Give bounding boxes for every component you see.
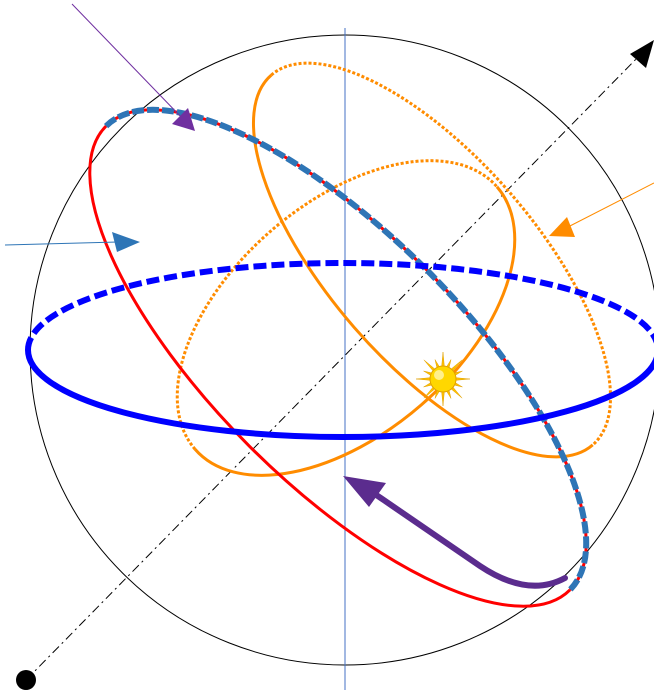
sun-ray — [441, 351, 445, 368]
orbit-b-near-arc — [251, 73, 594, 459]
axis-arrowhead-icon — [630, 40, 654, 68]
orbit-ellipse-a — [175, 159, 517, 477]
pointer-arrow-left — [112, 232, 140, 252]
sun-highlight — [434, 370, 444, 380]
sun-ray — [454, 377, 471, 381]
polar-axis-line — [25, 51, 644, 681]
sun-path-arc — [369, 489, 568, 589]
pointer-arrow-right — [549, 217, 575, 237]
orbit-a-near-arc — [193, 185, 517, 477]
ecliptic-near-arc — [88, 125, 571, 608]
pointer-line-left — [4, 241, 119, 246]
equator-far-arc — [25, 260, 654, 351]
sun-ray — [441, 390, 445, 407]
sun-disc — [429, 365, 457, 393]
orbit-ellipse-b — [251, 61, 613, 459]
sun-path-arrowhead — [343, 476, 386, 507]
pointer-line-right — [565, 182, 654, 229]
pointer-line-top — [71, 3, 184, 120]
equator-near-arc — [25, 349, 654, 440]
pointer-arrow-top — [172, 108, 195, 131]
celestial-sphere-outline — [29, 34, 654, 666]
sun-ray — [415, 377, 432, 381]
orbit-b-far-arc — [270, 61, 613, 447]
pole-dot-icon — [16, 670, 36, 690]
orbit-a-far-arc — [175, 159, 499, 451]
sun-icon — [415, 351, 471, 407]
